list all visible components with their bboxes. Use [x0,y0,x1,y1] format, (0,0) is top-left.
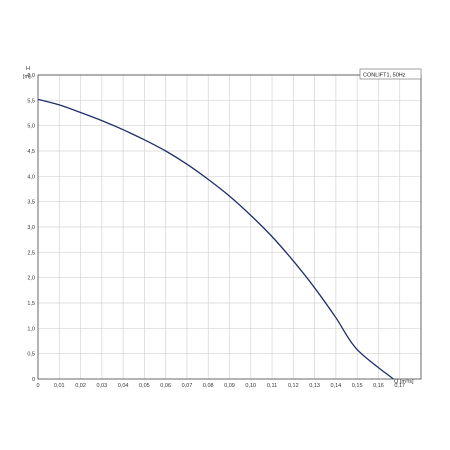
x-tick-labels: 0 0,01 0,02 0,03 0,04 0,05 0,06 0,07 0,08 0,09 0,1… [36,383,405,389]
y-tick-label: 0 [32,377,35,383]
grid [38,74,421,379]
x-tick-label: 0,15 [352,383,363,389]
x-tick-label: 0,05 [139,383,150,389]
y-tick-label: 2,5 [27,250,35,256]
y-tick-label: 0,5 [27,352,35,358]
legend-text: CONLIFT1, 50Hz [363,73,406,79]
y-tick-label: 5,0 [27,124,35,130]
x-tick-label: 0,13 [309,383,320,389]
y-tick-label: 5,5 [27,98,35,104]
x-tick-label: 0,17 [394,383,405,389]
y-tick-label: 3,5 [27,200,35,206]
y-tick-label: 6,0 [27,73,35,79]
y-tick-label: 1,0 [27,326,35,332]
x-tick-label: 0,11 [267,383,277,389]
y-axis-unit: [m] [23,74,31,80]
x-tick-label: 0,09 [224,383,235,389]
y-tick-label: 3,0 [27,225,35,231]
x-tick-label: 0,03 [96,383,107,389]
x-tick-label: 0,06 [160,383,171,389]
x-tick-label: 0,04 [118,383,129,389]
x-tick-label: 0,07 [182,383,193,389]
y-tick-labels: 0 0,5 1,0 1,5 2,0 2,5 3,0 3,5 4,0 4,5 5,0 5,5 6,0 [27,73,35,383]
legend: CONLIFT1, 50Hz [359,68,422,80]
series-line-conlift1 [37,98,394,380]
legend-box [359,68,422,80]
y-tick-label: 4,5 [27,149,35,155]
y-tick-label: 4,0 [27,174,35,180]
x-tick-label: 0,01 [54,383,65,389]
x-tick-label: 0,16 [373,383,384,389]
plot-frame [37,74,422,380]
x-tick-label: 0,12 [288,383,299,389]
x-tick-label: 0 [36,383,39,389]
y-tick-label: 2,0 [27,276,35,282]
y-axis-label: H [26,66,30,72]
x-tick-label: 0,10 [245,383,256,389]
x-tick-label: 0,14 [331,383,342,389]
x-tick-label: 0,02 [75,383,86,389]
x-tick-label: 0,08 [203,383,214,389]
x-axis-label: Q [m³/s] [394,379,414,385]
y-tick-label: 1,5 [27,301,35,307]
